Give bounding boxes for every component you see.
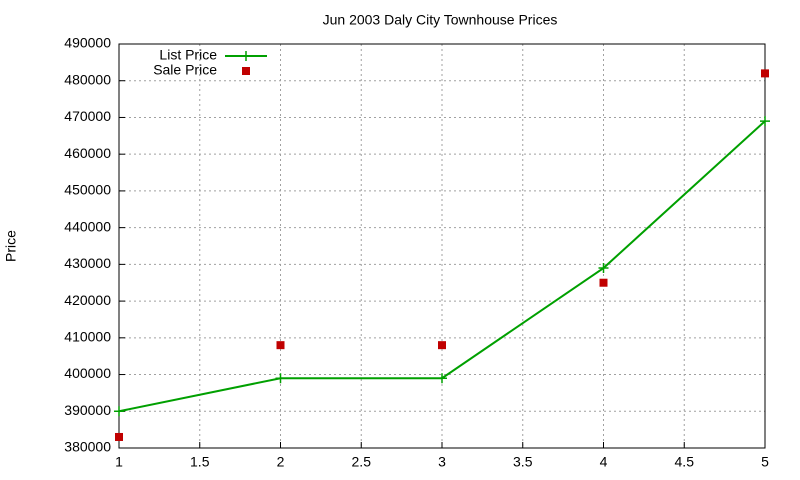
y-axis-label: Price	[3, 230, 19, 262]
x-tick-label: 5	[761, 454, 769, 470]
y-tick-label: 380000	[64, 439, 111, 455]
y-tick-label: 450000	[64, 182, 111, 198]
x-tick-label: 4	[600, 454, 608, 470]
y-tick-label: 460000	[64, 145, 111, 161]
y-tick-label: 400000	[64, 365, 111, 381]
y-tick-label: 490000	[64, 35, 111, 51]
y-tick-label: 410000	[64, 329, 111, 345]
y-tick-label: 440000	[64, 218, 111, 234]
point	[275, 373, 286, 384]
legend-marker	[241, 51, 251, 61]
y-tick-label: 480000	[64, 71, 111, 87]
x-tick-label: 2	[277, 454, 285, 470]
legend-label: Sale Price	[153, 62, 217, 78]
point	[598, 263, 609, 274]
point	[114, 406, 124, 417]
plot-border	[118, 43, 766, 449]
point	[437, 373, 447, 384]
point	[761, 69, 769, 78]
x-tick-label: 1	[115, 454, 123, 470]
x-tick-label: 4.5	[675, 454, 695, 470]
x-tick-label: 3.5	[513, 454, 533, 470]
y-tick-label: 420000	[64, 292, 111, 308]
x-tick-label: 1.5	[190, 454, 210, 470]
point	[760, 116, 770, 127]
y-tick-label: 390000	[64, 402, 111, 418]
y-tick-label: 430000	[64, 255, 111, 271]
point	[115, 432, 123, 441]
x-tick-label: 2.5	[352, 454, 372, 470]
x-tick-label: 3	[438, 454, 446, 470]
point	[599, 278, 608, 287]
legend-label: List Price	[159, 47, 217, 63]
point	[438, 341, 446, 350]
point	[276, 341, 285, 350]
y-tick-label: 470000	[64, 108, 111, 124]
chart-title: Jun 2003 Daly City Townhouse Prices	[323, 12, 558, 28]
legend-marker	[242, 67, 250, 75]
